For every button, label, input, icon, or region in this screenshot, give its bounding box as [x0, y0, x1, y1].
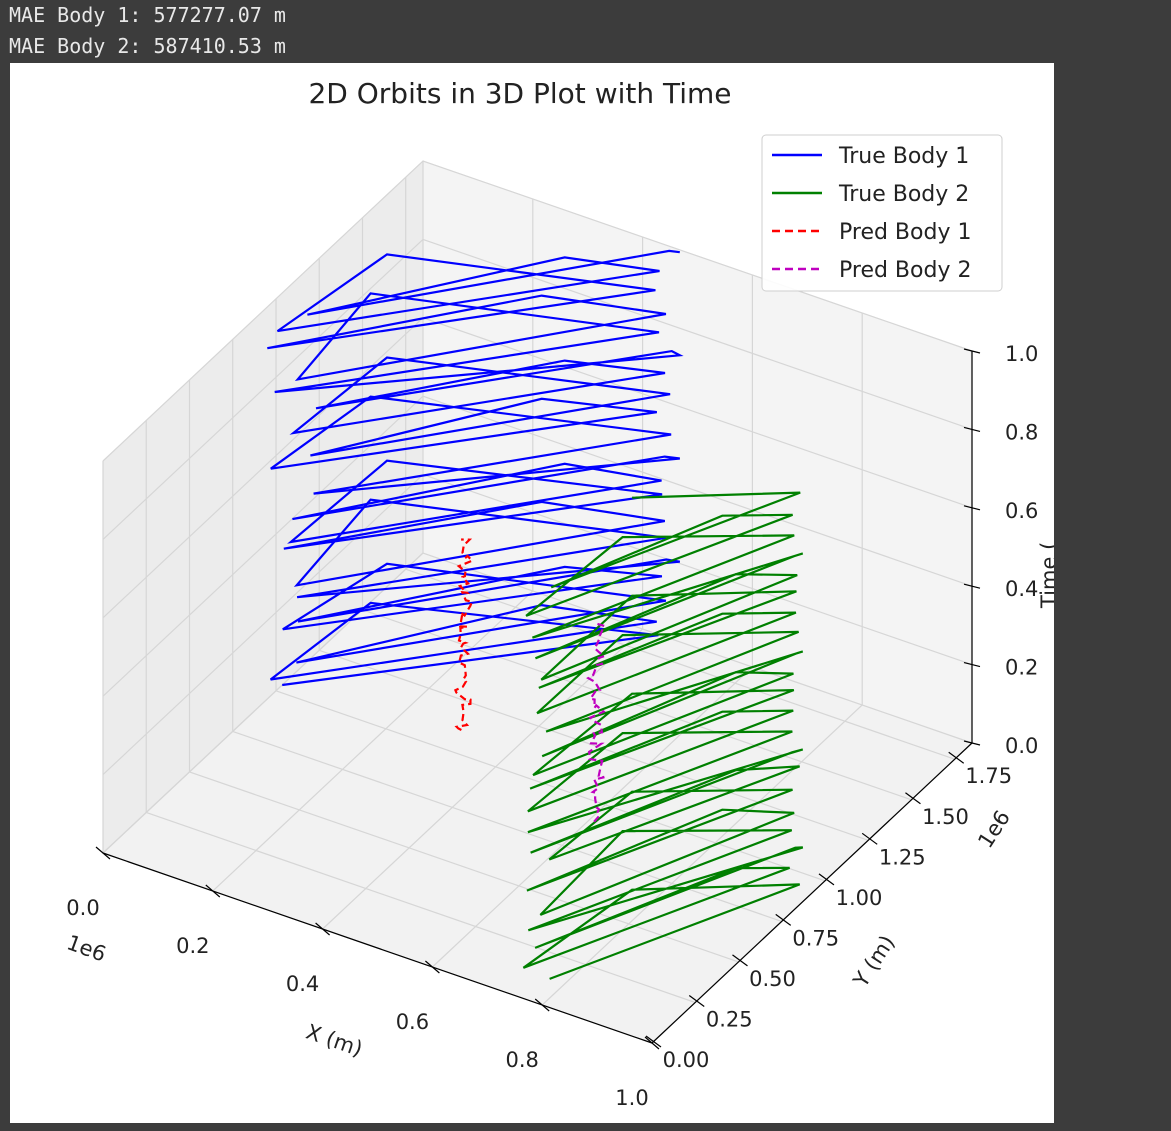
x-tick: [425, 960, 440, 974]
y-tick: [688, 994, 705, 1007]
y-axis-line: [651, 742, 973, 1044]
legend-box: [761, 134, 1003, 292]
x-axis-line: [102, 852, 653, 1044]
x-tick: [315, 922, 330, 936]
y-tick-label: 1.50: [922, 805, 969, 829]
x-tick: [644, 1036, 660, 1050]
x-tick-label: 0.2: [176, 934, 209, 958]
z-tick: [963, 348, 981, 354]
z-tick: [963, 740, 981, 746]
z-tick: [963, 583, 981, 589]
x-tick: [534, 998, 550, 1012]
y-tick-label: 0.00: [663, 1048, 710, 1072]
legend-label-2: True Body 2: [838, 182, 969, 207]
y-offset-label: 1e6: [973, 806, 1015, 852]
grid-line-z: [102, 395, 973, 697]
y-tick: [818, 873, 835, 886]
y-tick: [732, 954, 748, 967]
x-tick-label: 0.6: [396, 1010, 429, 1034]
series-lines: [267, 249, 804, 980]
y-tick-label: 0.25: [706, 1007, 753, 1031]
y-tick-label: 0.50: [749, 967, 796, 991]
z-tick: [963, 426, 981, 432]
grid-line-z: [102, 552, 973, 854]
z-tick-label: 0.8: [1005, 420, 1038, 444]
plot-3d: 2D Orbits in 3D Plot with Time 0.0 0.2 0.4…: [64, 77, 1054, 1110]
axes-panes: [102, 159, 973, 1044]
series-line-3: [453, 538, 475, 731]
y-axis-label: Y (m): [848, 931, 899, 992]
series-line-4: [586, 622, 607, 823]
z-tick-label: 0.4: [1005, 577, 1038, 601]
legend-label-3: Pred Body 1: [839, 220, 971, 245]
series-line-2: [522, 491, 804, 980]
chart-title: 2D Orbits in 3D Plot with Time: [308, 77, 731, 110]
y-tick: [948, 751, 965, 764]
x-tick-label: 1.0: [615, 1086, 648, 1110]
y-tick-label: 1.00: [836, 886, 883, 910]
x-tick-label: 0.0: [66, 896, 99, 920]
y-tick-label: 1.75: [965, 764, 1012, 788]
x-tick: [95, 846, 111, 860]
output-line-2: MAE Body 2: 587410.53 m: [9, 34, 286, 58]
x-offset-label: 1e6: [64, 930, 109, 966]
legend-label-4: Pred Body 2: [839, 258, 971, 283]
x-axis-label: X (m): [303, 1020, 366, 1062]
legend: True Body 1 True Body 2 Pred Body 1 Pred Bo…: [761, 134, 1003, 292]
z-tick-label: 0.6: [1005, 499, 1038, 523]
y-tick-label: 1.25: [879, 845, 926, 869]
figure: 2D Orbits in 3D Plot with Time 0.0 0.2 0.4…: [10, 63, 1054, 1123]
grid-line-z: [102, 238, 973, 540]
z-tick-label: 0.2: [1005, 656, 1038, 680]
y-tick: [905, 792, 921, 805]
y-tick: [645, 1035, 662, 1048]
output-line-1: MAE Body 1: 577277.07 m: [9, 3, 286, 27]
x-tick: [205, 884, 221, 898]
z-tick-label: 0.0: [1005, 734, 1038, 758]
series-line-1: [267, 249, 684, 687]
legend-label-1: True Body 1: [838, 144, 969, 169]
x-tick-label: 0.4: [286, 972, 319, 996]
z-axis-label: Time (: [1037, 542, 1054, 609]
x-tick-label: 0.8: [505, 1048, 538, 1072]
z-tick: [963, 505, 981, 511]
y-tick-label: 0.75: [792, 926, 839, 950]
z-tick: [963, 662, 981, 668]
y-tick: [775, 913, 792, 926]
y-tick: [861, 832, 878, 845]
z-tick-label: 1.0: [1005, 342, 1038, 366]
